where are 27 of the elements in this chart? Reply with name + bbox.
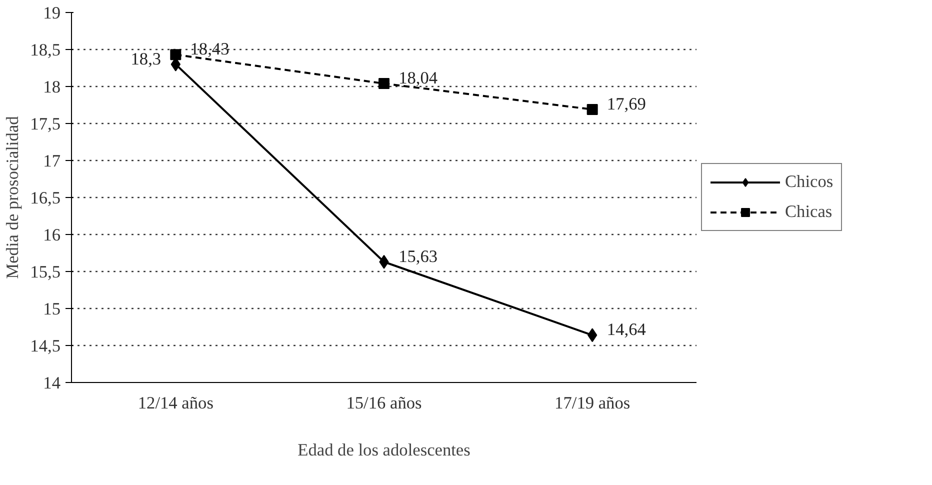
y-tick-label: 19 bbox=[43, 4, 60, 22]
y-tick-label: 14 bbox=[43, 374, 61, 392]
data-label: 17,69 bbox=[606, 94, 646, 114]
data-label: 18,04 bbox=[398, 68, 438, 88]
y-tick-label: 15 bbox=[43, 300, 60, 318]
y-axis-title: Media de prosocialidad bbox=[3, 116, 22, 279]
y-tick-label: 17 bbox=[43, 152, 61, 170]
legend-label: Chicas bbox=[785, 202, 832, 222]
y-tick-label: 18 bbox=[43, 78, 60, 96]
data-label: 14,64 bbox=[606, 320, 646, 340]
x-tick-label: 17/19 años bbox=[554, 394, 630, 412]
x-tick-label: 12/14 años bbox=[138, 394, 214, 412]
point bbox=[586, 104, 598, 115]
point bbox=[378, 78, 390, 90]
y-tick-label: 15,5 bbox=[30, 262, 61, 282]
y-tick-label: 16,5 bbox=[30, 188, 61, 208]
data-label: 18,3 bbox=[130, 49, 162, 68]
y-tick-label: 16 bbox=[43, 226, 61, 244]
data-label: 18,43 bbox=[190, 40, 230, 59]
x-axis-title: Edad de los adolescentes bbox=[298, 440, 471, 460]
x-tick-label: 15/16 años bbox=[346, 394, 422, 412]
y-tick-label: 17,5 bbox=[30, 114, 61, 134]
legend-label: Chicos bbox=[785, 172, 834, 192]
point bbox=[170, 49, 182, 60]
data-label: 15,63 bbox=[398, 246, 438, 266]
y-tick-label: 18,5 bbox=[30, 40, 61, 60]
y-tick-label: 14,5 bbox=[30, 336, 61, 356]
